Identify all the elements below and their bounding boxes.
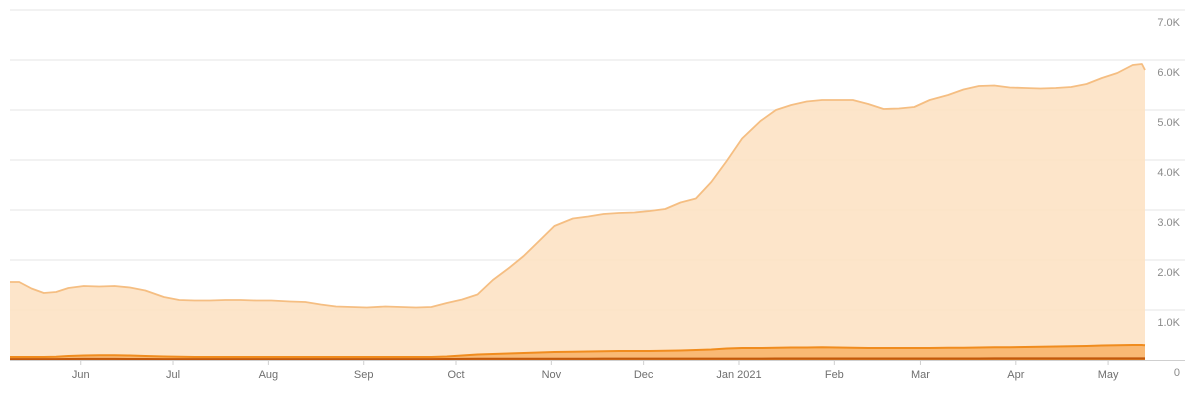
x-tick-label: Jun (72, 369, 90, 381)
x-tick-label: Apr (1007, 369, 1024, 381)
x-tick-label: Nov (542, 369, 562, 381)
y-tick-label: 5.0K (1157, 117, 1180, 129)
y-tick-label: 4.0K (1157, 167, 1180, 179)
series-areas (10, 63, 1146, 361)
y-tick-label: 7.0K (1157, 17, 1180, 29)
x-tick-label: May (1098, 369, 1119, 381)
series-line-2 (10, 357, 1145, 361)
x-tick-label: Sep (354, 369, 374, 381)
x-axis: Jun Jul Aug Sep Oct Nov Dec Jan 2021 Feb Mar Apr Ma… (10, 360, 1185, 381)
series-area-0 (10, 64, 1145, 360)
x-tick-label: Oct (447, 369, 464, 381)
x-tick-label: Jul (166, 369, 180, 381)
x-tick-label: Aug (259, 369, 279, 381)
y-tick-label: 1.0K (1157, 317, 1180, 329)
x-tick-label: Jan 2021 (716, 369, 761, 381)
series-line-0 (10, 63, 1146, 309)
grid-lines (10, 9, 1185, 311)
y-tick-label: 0 (1174, 367, 1180, 379)
y-tick-label: 6.0K (1157, 67, 1180, 79)
series-line-1 (10, 344, 1146, 358)
y-tick-label: 2.0K (1157, 267, 1180, 279)
y-tick-label: 3.0K (1157, 217, 1180, 229)
x-tick-label: Dec (634, 369, 654, 381)
x-tick-label: Feb (825, 369, 844, 381)
x-tick-label: Mar (911, 369, 930, 381)
y-axis: 0 1.0K 2.0K 3.0K 4.0K 5.0K 6.0K 7.0K (1157, 17, 1180, 379)
